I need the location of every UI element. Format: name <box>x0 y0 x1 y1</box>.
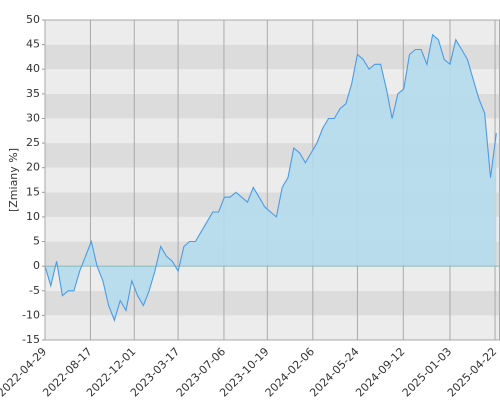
y-tick-label: 35 <box>26 87 40 100</box>
y-tick-label: 50 <box>26 13 40 26</box>
grid-band <box>45 20 500 45</box>
y-tick-label: 5 <box>33 235 40 248</box>
y-tick-label: -15 <box>22 333 40 346</box>
area <box>45 34 497 321</box>
y-tick-label: 45 <box>26 38 40 51</box>
y-tick-label: -10 <box>22 308 40 321</box>
y-tick-label: 25 <box>26 136 40 149</box>
y-tick-label: 10 <box>26 210 40 223</box>
y-tick-label: 30 <box>26 111 40 124</box>
y-tick-label: 15 <box>26 185 40 198</box>
y-tick-label: -5 <box>29 284 40 297</box>
y-tick-label: 20 <box>26 161 40 174</box>
y-tick-label: 0 <box>33 259 40 272</box>
line <box>44 33 497 322</box>
y-axis-label: [Zmiany %] <box>7 148 20 212</box>
y-tick-label: 40 <box>26 62 40 75</box>
grid-band <box>45 315 500 340</box>
x-tick-label: 2024-09-12 <box>353 345 407 399</box>
